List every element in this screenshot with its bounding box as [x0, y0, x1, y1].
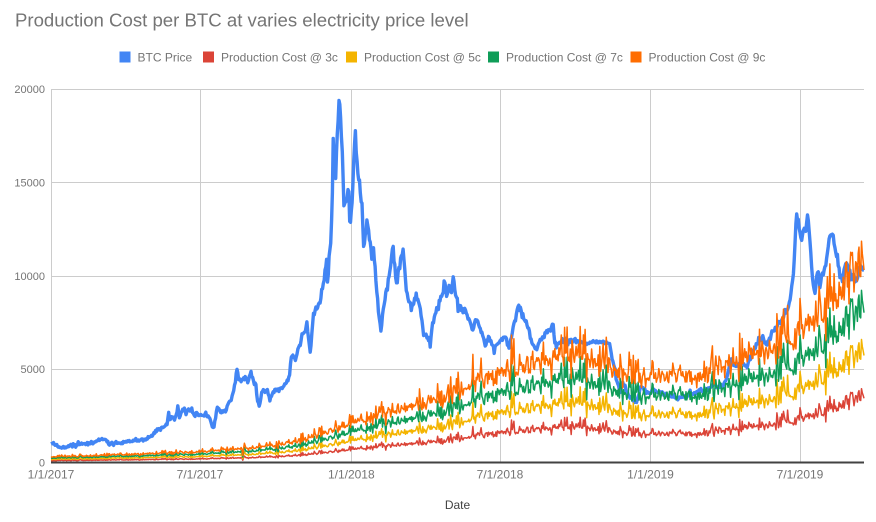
svg-text:BTC Price: BTC Price: [138, 51, 193, 65]
svg-text:1/1/2017: 1/1/2017: [28, 468, 75, 482]
svg-text:7/1/2018: 7/1/2018: [477, 468, 524, 482]
svg-text:20000: 20000: [14, 84, 45, 96]
svg-text:1/1/2018: 1/1/2018: [328, 468, 375, 482]
svg-text:Production Cost per BTC at var: Production Cost per BTC at varies electr…: [15, 10, 469, 31]
svg-text:Date: Date: [445, 498, 471, 512]
svg-text:Production Cost @ 7c: Production Cost @ 7c: [506, 51, 623, 65]
svg-text:7/1/2019: 7/1/2019: [777, 468, 824, 482]
svg-text:0: 0: [39, 458, 45, 470]
svg-text:7/1/2017: 7/1/2017: [177, 468, 224, 482]
svg-text:1/1/2019: 1/1/2019: [627, 468, 674, 482]
svg-text:10000: 10000: [14, 271, 45, 283]
svg-text:Production Cost @ 9c: Production Cost @ 9c: [649, 51, 766, 65]
svg-text:15000: 15000: [14, 177, 45, 189]
svg-text:Production Cost @ 3c: Production Cost @ 3c: [221, 51, 338, 65]
svg-text:Production Cost @ 5c: Production Cost @ 5c: [364, 51, 481, 65]
svg-text:5000: 5000: [21, 364, 45, 376]
